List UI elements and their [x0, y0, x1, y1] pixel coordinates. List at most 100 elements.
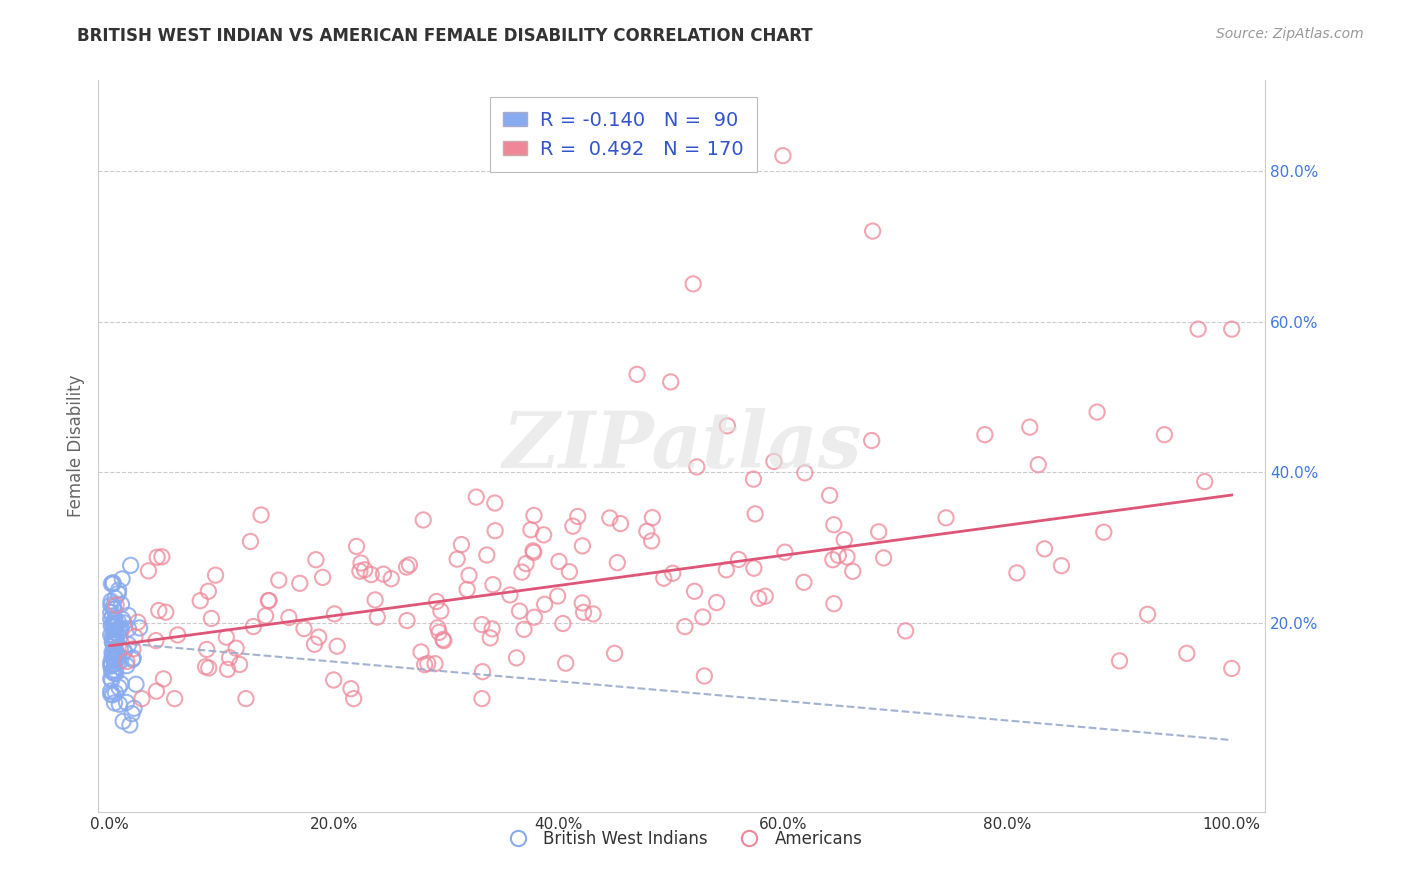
Point	[395, 614, 418, 628]
Point	[107, 648, 129, 663]
Point	[242, 619, 264, 633]
Point	[458, 568, 481, 582]
Point	[103, 696, 125, 710]
Point	[522, 544, 544, 558]
Point	[218, 650, 240, 665]
Point	[112, 714, 135, 729]
Point	[100, 606, 122, 620]
Point	[104, 591, 127, 605]
Point	[122, 701, 145, 715]
Point	[100, 612, 122, 626]
Point	[364, 593, 387, 607]
Point	[609, 516, 631, 531]
Point	[868, 524, 890, 539]
Point	[510, 565, 533, 579]
Point	[215, 630, 238, 644]
Point	[101, 645, 124, 659]
Point	[148, 603, 170, 617]
Point	[326, 639, 349, 653]
Point	[340, 681, 363, 696]
Point	[131, 691, 153, 706]
Point	[107, 623, 129, 637]
Point	[793, 575, 815, 590]
Point	[308, 630, 330, 644]
Point	[471, 617, 494, 632]
Point	[195, 642, 218, 657]
Point	[432, 632, 454, 647]
Point	[100, 684, 122, 698]
Point	[105, 598, 128, 612]
Point	[117, 638, 139, 652]
Point	[110, 621, 132, 635]
Point	[101, 634, 124, 648]
Point	[818, 488, 841, 502]
Point	[572, 605, 595, 619]
Point	[115, 695, 138, 709]
Point	[860, 434, 883, 448]
Point	[773, 545, 796, 559]
Point	[163, 691, 186, 706]
Point	[228, 657, 250, 672]
Point	[673, 619, 696, 633]
Point	[101, 609, 124, 624]
Point	[1050, 558, 1073, 573]
Point	[150, 549, 173, 564]
Point	[104, 641, 127, 656]
Point	[523, 545, 546, 559]
Point	[257, 593, 280, 607]
Point	[823, 597, 845, 611]
Point	[104, 686, 127, 700]
Point	[366, 610, 388, 624]
Point	[114, 644, 136, 658]
Point	[100, 665, 122, 679]
Point	[1085, 405, 1108, 419]
Point	[706, 595, 728, 609]
Point	[225, 641, 247, 656]
Point	[1220, 661, 1243, 675]
Point	[513, 623, 536, 637]
Legend: British West Indians, Americans: British West Indians, Americans	[495, 823, 869, 855]
Point	[304, 637, 326, 651]
Point	[1194, 475, 1216, 489]
Point	[1108, 654, 1130, 668]
Point	[110, 677, 132, 691]
Point	[1220, 322, 1243, 336]
Point	[103, 638, 125, 652]
Point	[346, 540, 368, 554]
Point	[103, 657, 125, 671]
Point	[103, 653, 125, 667]
Point	[471, 691, 494, 706]
Point	[548, 554, 571, 568]
Point	[117, 622, 139, 636]
Point	[426, 621, 449, 635]
Point	[124, 630, 146, 644]
Point	[254, 608, 277, 623]
Point	[343, 691, 366, 706]
Point	[862, 224, 884, 238]
Point	[112, 615, 135, 630]
Point	[103, 599, 125, 614]
Point	[832, 533, 855, 547]
Point	[197, 661, 219, 675]
Point	[103, 625, 125, 640]
Point	[475, 548, 498, 562]
Point	[120, 558, 142, 573]
Point	[107, 587, 129, 601]
Point	[772, 149, 794, 163]
Point	[250, 508, 273, 522]
Point	[433, 633, 456, 648]
Point	[827, 549, 849, 563]
Point	[533, 597, 555, 611]
Point	[311, 570, 333, 584]
Point	[395, 560, 418, 574]
Point	[636, 524, 658, 539]
Point	[217, 662, 239, 676]
Point	[412, 513, 434, 527]
Point	[110, 654, 132, 668]
Point	[104, 611, 127, 625]
Point	[1136, 607, 1159, 622]
Point	[110, 623, 132, 637]
Point	[693, 669, 716, 683]
Point	[108, 698, 131, 712]
Point	[652, 571, 675, 585]
